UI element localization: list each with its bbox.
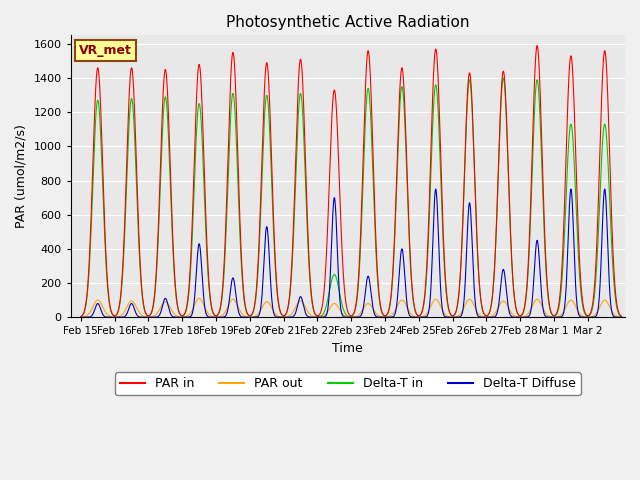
Title: Photosynthetic Active Radiation: Photosynthetic Active Radiation: [226, 15, 470, 30]
Y-axis label: PAR (umol/m2/s): PAR (umol/m2/s): [15, 124, 28, 228]
X-axis label: Time: Time: [332, 342, 364, 355]
Text: VR_met: VR_met: [79, 44, 132, 57]
Legend: PAR in, PAR out, Delta-T in, Delta-T Diffuse: PAR in, PAR out, Delta-T in, Delta-T Dif…: [115, 372, 580, 396]
